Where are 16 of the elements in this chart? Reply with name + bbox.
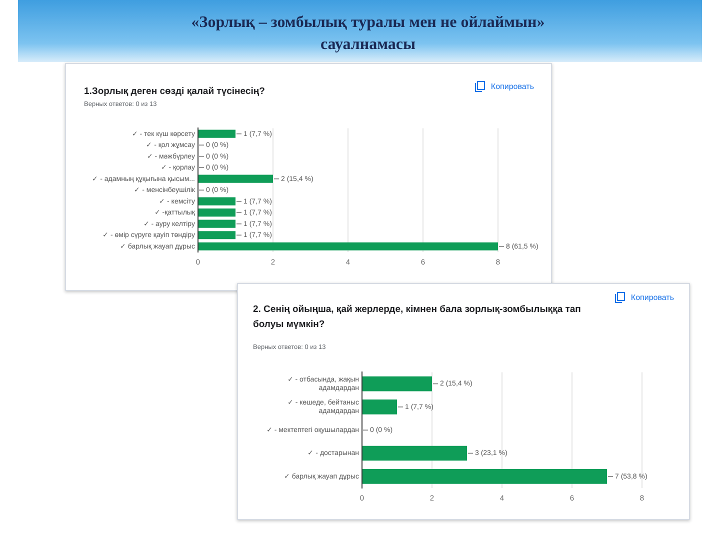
bar [362,469,607,484]
bar [198,208,236,217]
bar [198,130,236,138]
text: Копировать [490,82,534,91]
bar [198,231,236,240]
bar [198,174,273,183]
text: «Зорлық – зомбылық туралы мен не ойлаймын» сауалнамасы [190,13,546,55]
bar [198,242,498,250]
bar [362,446,467,461]
chart-title: 1.Зорлық деген сөзді қалай түсінесің? [84,85,266,99]
chart-title: 2. Сенің ойыңша, қай жерлерде, кімнен бала зорлық-зомбылыққа тап болуы мүмкін? [253,303,582,332]
text: Копировать [630,293,674,302]
bar [362,400,397,414]
bar [198,220,236,228]
bar [198,197,236,206]
bar [362,376,432,392]
